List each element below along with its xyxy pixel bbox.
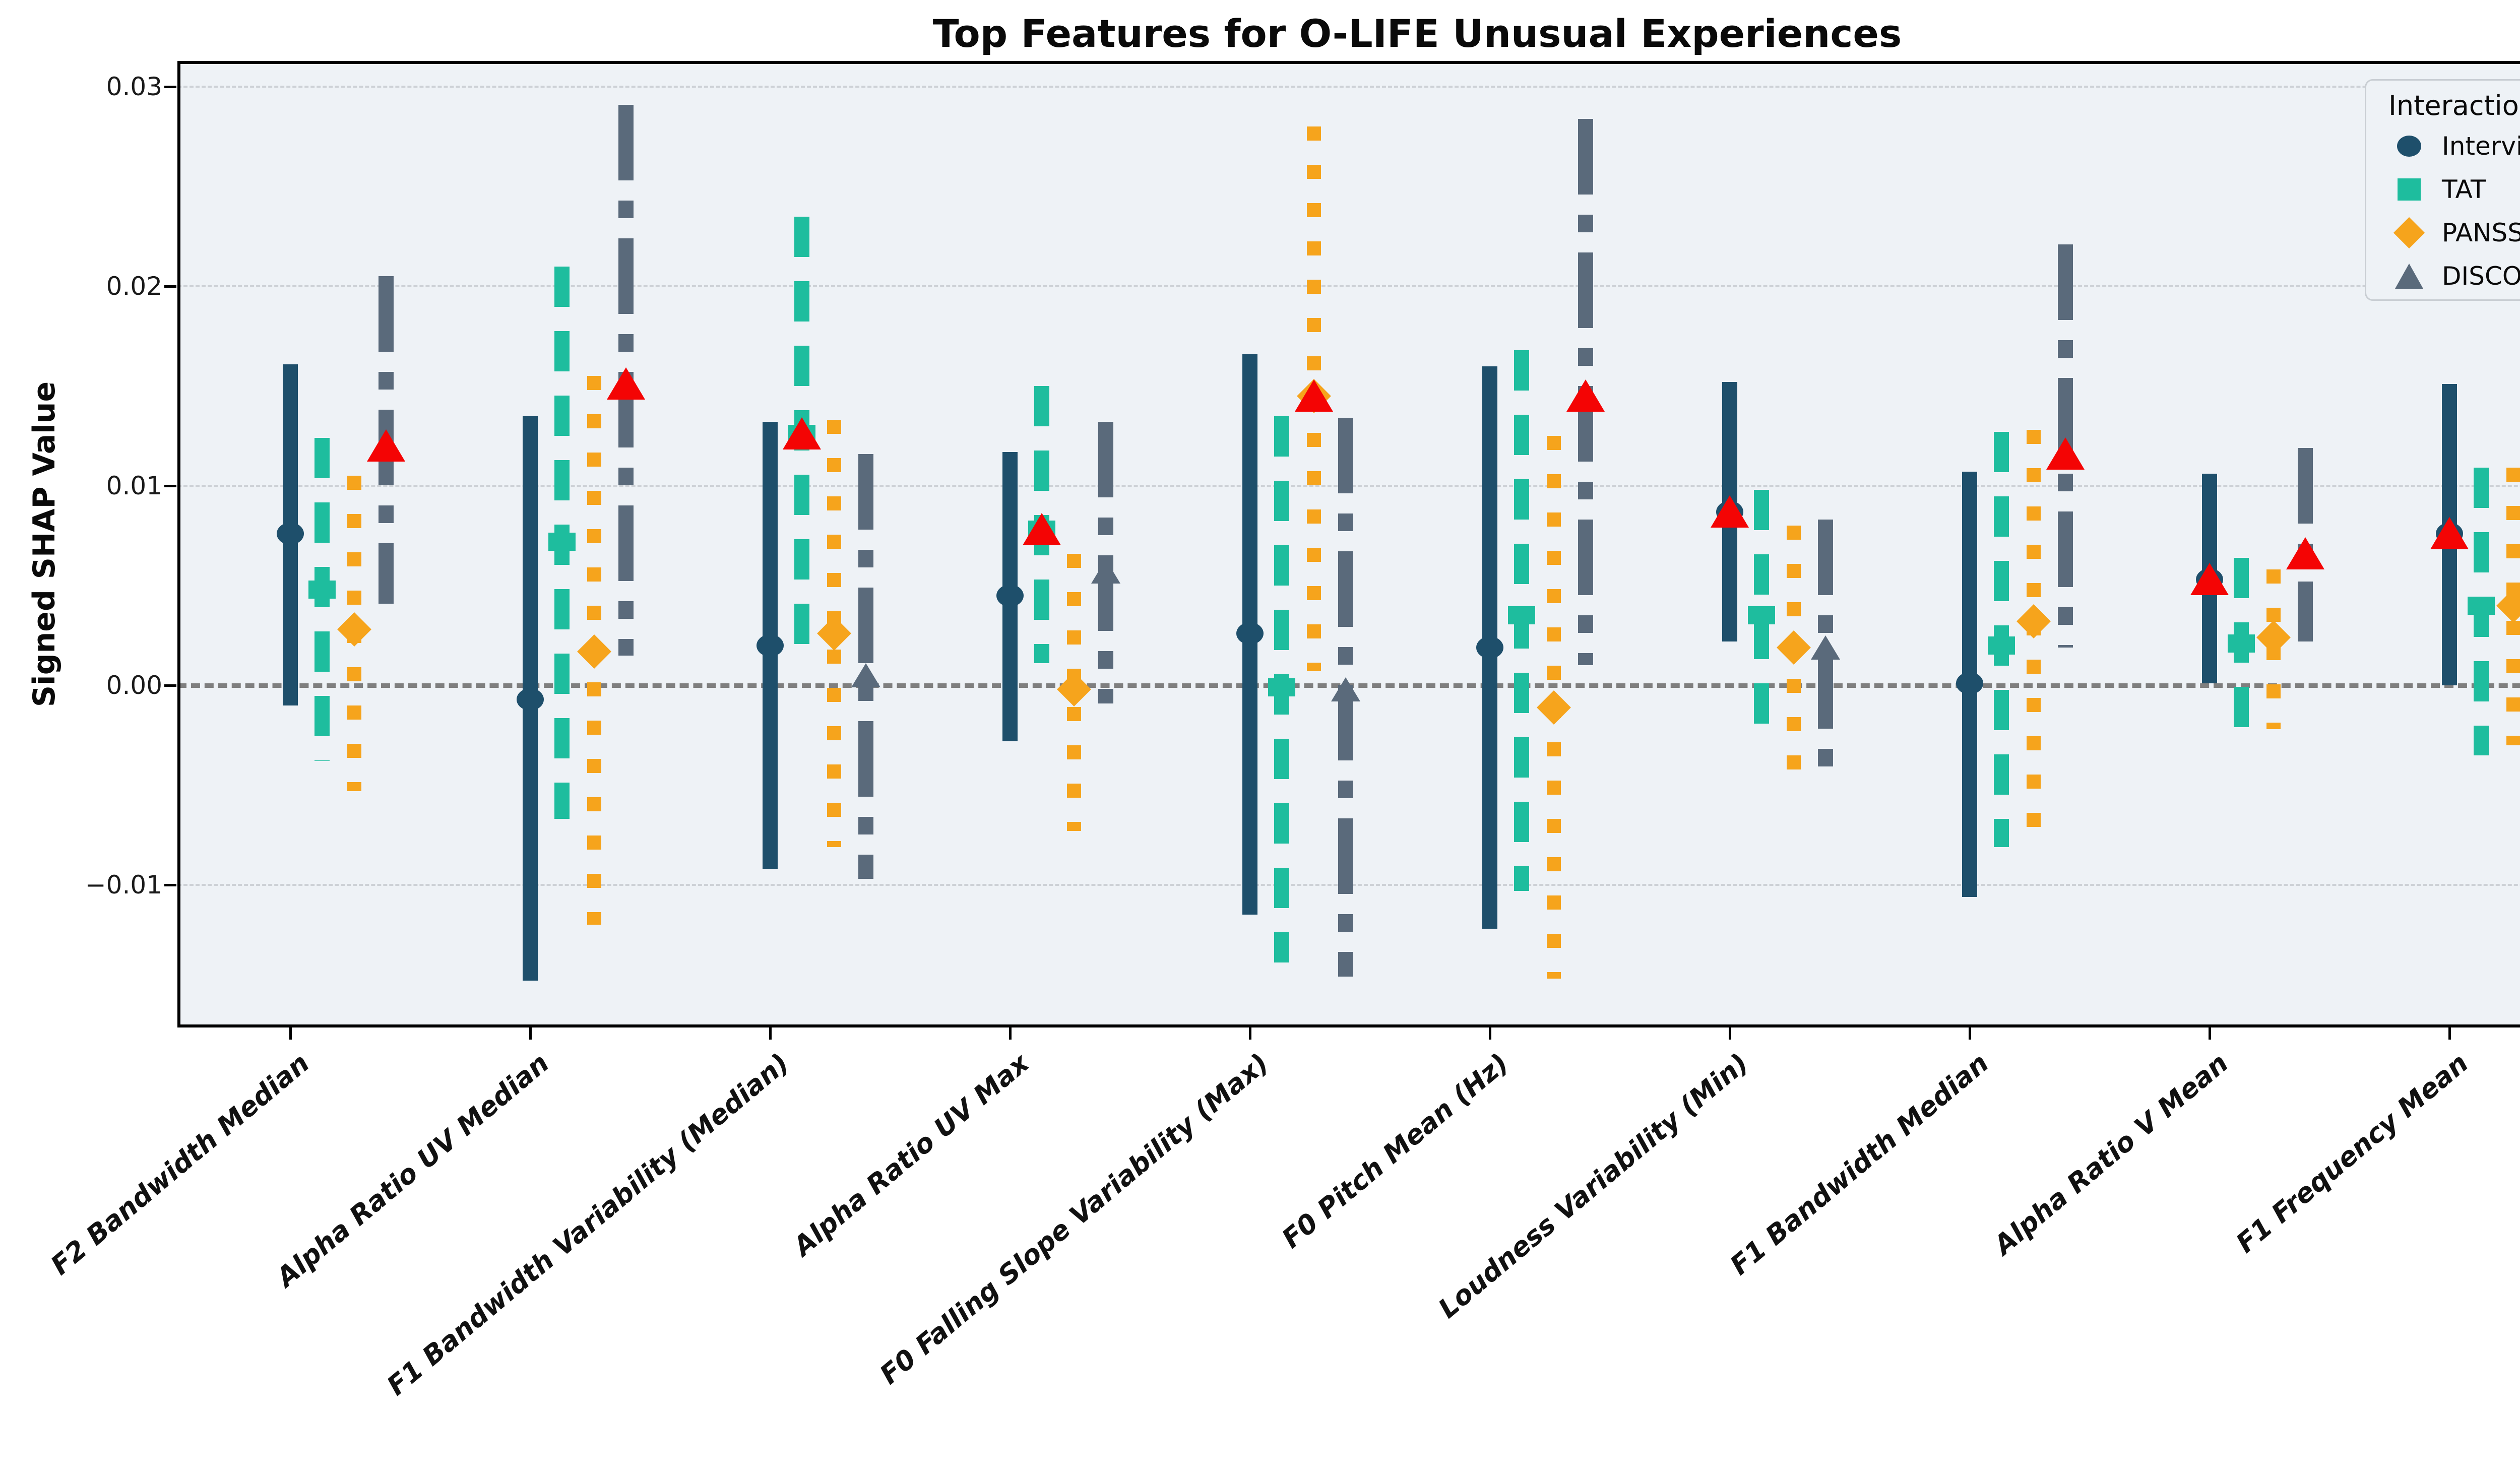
interview-center-marker bbox=[1956, 672, 1983, 695]
discourse-center-marker bbox=[1091, 559, 1120, 584]
y-axis-tick bbox=[164, 86, 176, 89]
x-tick-label-text: F1 Bandwidth Variability (Median) bbox=[381, 1048, 795, 1402]
significant-marker bbox=[2190, 563, 2229, 596]
circle-icon bbox=[2386, 124, 2432, 168]
x-axis-tick bbox=[1249, 1027, 1251, 1040]
tat-center-marker bbox=[1988, 636, 2015, 655]
legend-label: PANSS bbox=[2442, 218, 2520, 247]
tat-center-marker bbox=[548, 532, 576, 551]
x-axis-tick bbox=[2448, 1027, 2451, 1040]
legend-row-panss: PANSS bbox=[2366, 211, 2520, 255]
significant-marker bbox=[607, 367, 645, 400]
legend-label: DISCOURSE bbox=[2442, 262, 2520, 291]
x-axis-tick bbox=[529, 1027, 532, 1040]
significant-marker bbox=[1711, 495, 1749, 528]
interview-center-marker bbox=[996, 584, 1024, 607]
x-axis-tick bbox=[289, 1027, 292, 1040]
gridline bbox=[177, 86, 2520, 88]
significant-marker bbox=[2430, 517, 2469, 550]
legend-label: Interview bbox=[2442, 132, 2520, 161]
x-axis-tick bbox=[1489, 1027, 1491, 1040]
y-axis-tick bbox=[164, 883, 176, 886]
x-axis-tick bbox=[1969, 1027, 1971, 1040]
significant-marker bbox=[783, 417, 821, 450]
x-tick-label-text: F1 Frequency Mean bbox=[2230, 1048, 2475, 1259]
tat-center-marker bbox=[1508, 606, 1535, 625]
y-axis-tick bbox=[164, 684, 176, 687]
interview-center-marker bbox=[1476, 636, 1503, 659]
tat-center-marker bbox=[1268, 678, 1295, 696]
chart-title: Top Features for O-LIFE Unusual Experien… bbox=[932, 11, 1902, 56]
y-tick-label: 0.02 bbox=[106, 272, 162, 301]
significant-marker bbox=[1566, 379, 1605, 412]
x-axis-tick bbox=[1009, 1027, 1012, 1040]
diamond-icon bbox=[2386, 211, 2432, 255]
interview-center-marker bbox=[277, 523, 304, 545]
interview-center-marker bbox=[757, 634, 784, 657]
legend-title: Interaction Type bbox=[2388, 90, 2520, 121]
tat-center-marker bbox=[1748, 606, 1775, 625]
tat-center-marker bbox=[2468, 596, 2495, 615]
legend-row-interview: Interview bbox=[2366, 124, 2520, 168]
legend-row-tat: TAT bbox=[2366, 167, 2520, 212]
x-tick-label-text: F0 Falling Slope Variability (Max) bbox=[874, 1048, 1275, 1391]
x-tick-label-text: F0 Pitch Mean (Hz) bbox=[1276, 1048, 1515, 1255]
x-tick-label-text: Alpha Ratio UV Max bbox=[787, 1048, 1035, 1262]
x-axis-tick bbox=[1729, 1027, 1731, 1040]
x-axis-tick bbox=[769, 1027, 772, 1040]
y-axis-tick bbox=[164, 485, 176, 488]
legend-row-discourse: DISCOURSE bbox=[2366, 254, 2520, 298]
gridline bbox=[177, 285, 2520, 288]
interview-center-marker bbox=[517, 688, 544, 711]
interview-center-marker bbox=[1236, 622, 1264, 645]
triangle-icon bbox=[2386, 254, 2432, 298]
significant-marker bbox=[2286, 537, 2324, 569]
tat-center-marker bbox=[2228, 634, 2255, 653]
discourse-center-marker bbox=[1811, 635, 1840, 660]
discourse-center-marker bbox=[1331, 677, 1360, 701]
y-tick-label: 0.03 bbox=[106, 72, 162, 102]
error-bar-tat bbox=[314, 438, 330, 761]
significant-marker bbox=[1023, 513, 1061, 546]
square-icon bbox=[2386, 167, 2432, 212]
significant-marker bbox=[1295, 379, 1333, 412]
y-tick-label: 0.01 bbox=[106, 471, 162, 501]
x-axis-tick bbox=[2209, 1027, 2211, 1040]
x-tick-label-text: Alpha Ratio UV Median bbox=[271, 1048, 555, 1293]
significant-marker bbox=[2046, 437, 2085, 470]
y-axis-tick bbox=[164, 285, 176, 288]
legend: Interaction Type Interview TAT PANSS DIS… bbox=[2365, 79, 2520, 301]
tat-center-marker bbox=[308, 580, 336, 599]
x-tick-label-text: F2 Bandwidth Median bbox=[45, 1048, 316, 1281]
discourse-center-marker bbox=[851, 663, 880, 688]
significant-marker bbox=[367, 429, 405, 462]
y-tick-label: −0.01 bbox=[85, 870, 162, 899]
x-tick-label-text: F1 Bandwidth Median bbox=[1724, 1048, 1995, 1281]
x-tick-label-text: Alpha Ratio V Mean bbox=[1988, 1048, 2235, 1261]
legend-label: TAT bbox=[2442, 175, 2486, 204]
y-tick-label: 0.00 bbox=[106, 671, 162, 700]
